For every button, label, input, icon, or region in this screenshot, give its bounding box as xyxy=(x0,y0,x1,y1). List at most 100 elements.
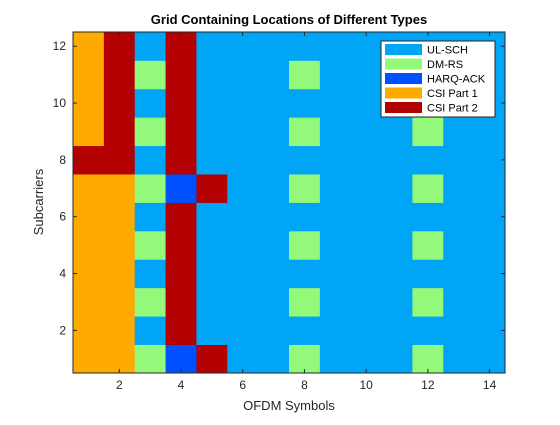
heatmap-cell-csi-part-1 xyxy=(103,316,136,345)
heatmap-cell-ul-sch xyxy=(227,202,259,232)
heatmap-cell-dm-rs xyxy=(412,174,444,203)
heatmap-cell-ul-sch xyxy=(258,117,290,147)
heatmap-cell-ul-sch xyxy=(289,202,321,232)
heatmap-cell-ul-sch xyxy=(381,316,413,345)
x-tick-label: 14 xyxy=(483,378,497,392)
heatmap-cell-ul-sch xyxy=(350,287,382,317)
heatmap-cell-csi-part-1 xyxy=(103,174,136,203)
heatmap-cell-ul-sch xyxy=(258,174,290,203)
heatmap-cell-ul-sch xyxy=(319,117,352,147)
heatmap-cell-dm-rs xyxy=(289,344,321,374)
heatmap-cell-ul-sch xyxy=(319,230,352,260)
heatmap-cell-ul-sch xyxy=(289,88,321,118)
heatmap-cell-ul-sch xyxy=(258,344,290,374)
heatmap-cell-csi-part-2 xyxy=(165,145,197,175)
heatmap-cell-ul-sch xyxy=(319,316,352,345)
x-tick-label: 12 xyxy=(421,378,435,392)
heatmap-cell-ul-sch xyxy=(319,259,352,289)
heatmap-cell-ul-sch xyxy=(412,145,444,175)
heatmap-cell-ul-sch xyxy=(289,259,321,289)
heatmap-cell-ul-sch xyxy=(350,259,382,289)
heatmap-cell-dm-rs xyxy=(134,230,166,260)
heatmap-cell-ul-sch xyxy=(474,174,506,203)
heatmap-cell-ul-sch xyxy=(443,117,475,147)
legend-swatch-harq-ack xyxy=(385,73,422,84)
heatmap-cell-csi-part-1 xyxy=(73,174,105,203)
legend-label-ul-sch: UL-SCH xyxy=(427,45,468,57)
x-tick-label: 10 xyxy=(359,378,373,392)
heatmap-cell-ul-sch xyxy=(381,259,413,289)
heatmap-cell-dm-rs xyxy=(134,174,166,203)
heatmap-cell-ul-sch xyxy=(474,202,506,232)
heatmap-cell-ul-sch xyxy=(350,344,382,374)
heatmap-cell-ul-sch xyxy=(196,316,228,345)
heatmap-cell-ul-sch xyxy=(474,287,506,317)
heatmap-cell-ul-sch xyxy=(381,174,413,203)
heatmap-cell-ul-sch xyxy=(319,174,352,203)
heatmap-cell-ul-sch xyxy=(258,259,290,289)
heatmap-cell-dm-rs xyxy=(412,230,444,260)
heatmap-cell-csi-part-1 xyxy=(73,316,105,345)
heatmap-cell-ul-sch xyxy=(350,88,382,118)
heatmap-cell-ul-sch xyxy=(134,145,166,175)
heatmap-cell-csi-part-1 xyxy=(73,259,105,289)
legend: UL-SCH DM-RS HARQ-ACK CSI Part 1 CSI Part 2 xyxy=(380,40,496,118)
heatmap-cell-ul-sch xyxy=(227,60,259,90)
heatmap-cell-ul-sch xyxy=(474,230,506,260)
legend-label-dm-rs: DM-RS xyxy=(427,59,463,71)
heatmap-cell-ul-sch xyxy=(443,344,475,374)
heatmap-cell-ul-sch xyxy=(350,117,382,147)
heatmap-cell-csi-part-2 xyxy=(165,230,197,260)
heatmap-cell-csi-part-2 xyxy=(165,32,197,61)
heatmap-cell-ul-sch xyxy=(412,259,444,289)
heatmap-cell-ul-sch xyxy=(227,344,259,374)
heatmap-cell-csi-part-2 xyxy=(165,117,197,147)
heatmap-cell-dm-rs xyxy=(412,287,444,317)
heatmap-cell-dm-rs xyxy=(134,344,166,374)
heatmap-cell-ul-sch xyxy=(474,344,506,374)
heatmap-cell-csi-part-1 xyxy=(103,259,136,289)
heatmap-cell-ul-sch xyxy=(134,32,166,61)
heatmap-cell-dm-rs xyxy=(289,174,321,203)
heatmap-cell-dm-rs xyxy=(134,117,166,147)
axis-ticks: 2 4 6 8 10 12 14 2 4 6 8 10 12 xyxy=(53,32,505,392)
heatmap-cell-ul-sch xyxy=(381,344,413,374)
heatmap-cell-csi-part-1 xyxy=(103,344,136,374)
x-tick-label: 4 xyxy=(178,378,185,392)
heatmap-cell-ul-sch xyxy=(227,88,259,118)
heatmap-cell-ul-sch xyxy=(289,145,321,175)
heatmap-cell-ul-sch xyxy=(350,145,382,175)
heatmap-cell-csi-part-2 xyxy=(165,259,197,289)
heatmap-cell-ul-sch xyxy=(319,202,352,232)
heatmap-cell-csi-part-1 xyxy=(73,88,105,118)
y-tick-label: 6 xyxy=(59,210,66,224)
legend-swatch-ul-sch xyxy=(385,44,422,55)
heatmap-cell-ul-sch xyxy=(258,287,290,317)
heatmap-cell-ul-sch xyxy=(319,32,352,61)
heatmap-cell-ul-sch xyxy=(289,316,321,345)
heatmap-cell-dm-rs xyxy=(412,117,444,147)
heatmap-cell-ul-sch xyxy=(381,287,413,317)
heatmap-cell-ul-sch xyxy=(443,202,475,232)
heatmap-cell-ul-sch xyxy=(258,32,290,61)
heatmap-cell-ul-sch xyxy=(227,32,259,61)
y-tick-label: 4 xyxy=(59,267,66,281)
heatmap-cell-csi-part-2 xyxy=(165,316,197,345)
heatmap-cell-ul-sch xyxy=(134,316,166,345)
heatmap-cell-ul-sch xyxy=(350,230,382,260)
heatmap-cell-ul-sch xyxy=(381,230,413,260)
heatmap-cell-ul-sch xyxy=(350,60,382,90)
heatmap-cell-csi-part-2 xyxy=(165,202,197,232)
heatmap-cell-csi-part-1 xyxy=(73,230,105,260)
heatmap-cell-ul-sch xyxy=(227,287,259,317)
heatmap-cell-ul-sch xyxy=(227,259,259,289)
heatmap-cell-ul-sch xyxy=(350,174,382,203)
heatmap-cell-csi-part-2 xyxy=(103,32,136,61)
heatmap-cell-csi-part-1 xyxy=(103,287,136,317)
heatmap-cell-csi-part-1 xyxy=(73,287,105,317)
legend-label-csi-part-2: CSI Part 2 xyxy=(427,103,478,115)
heatmap-cell-ul-sch xyxy=(289,32,321,61)
heatmap-cell-ul-sch xyxy=(381,145,413,175)
